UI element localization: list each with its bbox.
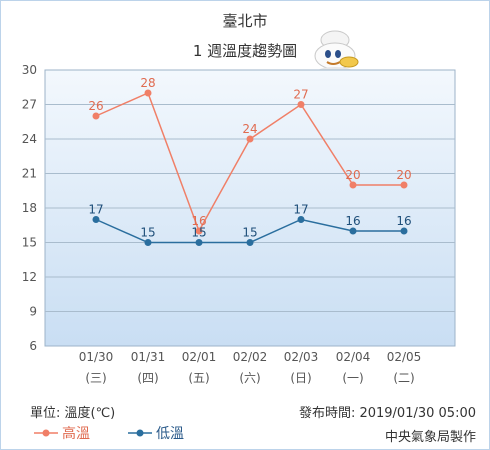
data-label: 20 bbox=[396, 168, 411, 182]
data-label: 20 bbox=[345, 168, 360, 182]
data-point bbox=[144, 239, 152, 246]
x-weekday-label: (四) bbox=[137, 371, 158, 385]
x-weekday-label: (三) bbox=[85, 371, 106, 385]
y-tick-label: 30 bbox=[22, 63, 37, 77]
unit-label: 單位: 溫度(℃) bbox=[30, 406, 116, 421]
chart-title: 臺北市 bbox=[222, 12, 268, 30]
x-tick-label: 02/03 bbox=[284, 350, 319, 364]
data-point bbox=[144, 89, 152, 97]
data-label: 15 bbox=[140, 226, 155, 240]
data-point bbox=[195, 239, 203, 246]
data-point bbox=[195, 227, 203, 235]
x-weekday-label: (日) bbox=[290, 371, 311, 385]
data-point bbox=[400, 181, 408, 189]
data-point bbox=[92, 216, 100, 223]
x-weekday-label: (一) bbox=[342, 371, 363, 385]
temperature-chart: 6 9 12 15 18 21 24 27 30 01/30 (三) 01/31 (四) 02/01 (五… bbox=[22, 63, 456, 385]
x-weekday-label: (二) bbox=[393, 371, 414, 385]
legend-high-marker bbox=[34, 429, 58, 437]
data-point bbox=[246, 135, 254, 143]
y-tick-label: 24 bbox=[22, 132, 37, 146]
legend-low-marker bbox=[128, 429, 152, 437]
agency-credit: 中央氣象局製作 bbox=[384, 430, 476, 445]
x-tick-label: 02/05 bbox=[387, 350, 422, 364]
y-tick-label: 15 bbox=[22, 236, 37, 250]
legend-low: 低溫 bbox=[128, 423, 184, 443]
y-tick-label: 6 bbox=[29, 339, 37, 353]
series-group: 26 28 16 24 27 20 20 17 15 15 15 17 16 16 bbox=[88, 76, 412, 246]
y-axis: 6 9 12 15 18 21 24 27 30 bbox=[22, 63, 37, 353]
y-tick-label: 12 bbox=[22, 270, 37, 284]
legend-low-label: 低溫 bbox=[156, 426, 184, 442]
data-point bbox=[92, 112, 100, 120]
data-point bbox=[297, 101, 305, 108]
data-label: 15 bbox=[191, 226, 206, 240]
y-tick-label: 21 bbox=[22, 167, 37, 181]
y-tick-label: 18 bbox=[22, 201, 37, 215]
x-tick-label: 02/02 bbox=[233, 350, 268, 364]
data-point bbox=[246, 239, 254, 246]
data-point bbox=[349, 181, 357, 189]
data-label: 16 bbox=[191, 214, 206, 228]
weather-mascot-icon bbox=[314, 30, 359, 73]
x-tick-label: 02/01 bbox=[182, 350, 217, 364]
data-label: 27 bbox=[293, 88, 308, 102]
legend-high: 高溫 bbox=[34, 423, 90, 443]
publish-time: 發布時間: 2019/01/30 05:00 bbox=[298, 406, 476, 421]
data-label: 17 bbox=[293, 203, 308, 217]
data-point bbox=[297, 216, 305, 223]
y-tick-label: 27 bbox=[22, 98, 37, 112]
x-tick-label: 01/31 bbox=[131, 350, 166, 364]
data-label: 17 bbox=[88, 203, 103, 217]
data-label: 24 bbox=[242, 122, 257, 136]
data-point bbox=[349, 227, 357, 235]
data-label: 16 bbox=[396, 214, 411, 228]
legend-high-label: 高溫 bbox=[62, 426, 90, 442]
y-tick-label: 9 bbox=[29, 305, 37, 319]
x-tick-label: 02/04 bbox=[336, 350, 371, 364]
x-weekday-label: (五) bbox=[188, 371, 209, 385]
x-tick-label: 01/30 bbox=[79, 350, 114, 364]
data-point bbox=[400, 227, 408, 235]
data-label: 16 bbox=[345, 214, 360, 228]
data-label: 15 bbox=[242, 226, 257, 240]
data-label: 28 bbox=[140, 76, 155, 90]
x-axis: 01/30 (三) 01/31 (四) 02/01 (五) 02/02 (六) 02/03 (日)… bbox=[79, 350, 422, 385]
chart-subtitle: 1 週溫度趨勢圖 bbox=[192, 42, 298, 60]
data-label: 26 bbox=[88, 99, 103, 113]
x-weekday-label: (六) bbox=[239, 371, 260, 385]
